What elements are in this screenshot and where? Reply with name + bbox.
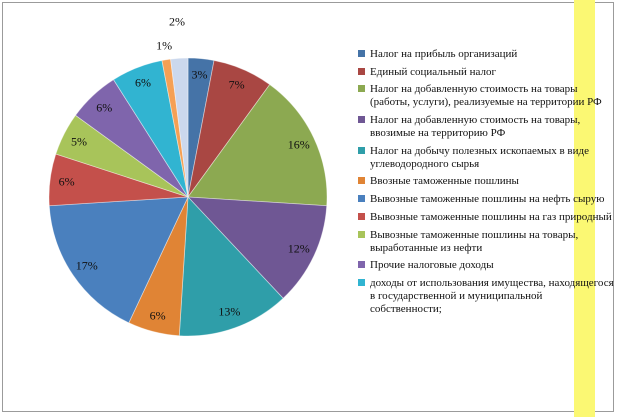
pie-slice <box>187 83 328 207</box>
pie-slice <box>187 196 328 299</box>
pie-slice-label: 13% <box>218 304 241 319</box>
pie-slice-label: 12% <box>287 241 310 256</box>
legend-swatch-icon <box>358 146 365 154</box>
pie-slice <box>178 196 284 337</box>
pie-slice-label: 3% <box>191 67 208 82</box>
pie-slice <box>170 57 189 198</box>
legend-item: Налог на добычу полезных ископаемых в ви… <box>358 145 614 171</box>
pie-slice-label: 5% <box>71 134 87 148</box>
legend-label: доходы от использования имущества, наход… <box>370 276 614 315</box>
legend-label: Вывозные таможенные пошлины на газ приро… <box>370 210 612 223</box>
pie-slice-label: 1% <box>156 38 173 53</box>
legend-item: Налог на прибыль организаций <box>358 48 614 61</box>
legend-label: Налог на добавленную стоимость на товары… <box>370 114 581 140</box>
legend-swatch-icon <box>358 230 365 238</box>
pie-slice-label: 17% <box>75 258 98 273</box>
legend-swatch-icon <box>358 67 365 75</box>
legend-item: Ввозные таможенные пошлины <box>358 175 614 188</box>
pie-slice-label: 7% <box>228 77 245 92</box>
legend-swatch-icon <box>358 278 365 286</box>
legend-label: Единый социальный налог <box>370 65 497 78</box>
legend-swatch-icon <box>358 177 365 185</box>
legend-swatch-icon <box>358 50 365 57</box>
legend-label: Налог на добавленную стоимость на товары… <box>370 83 602 109</box>
pie-slice-label: 6% <box>96 100 113 115</box>
legend-item: доходы от использования имущества, наход… <box>358 277 614 316</box>
legend-swatch-icon <box>358 195 365 203</box>
legend-item: Единый социальный налог <box>358 66 614 79</box>
legend-label: Вывозные таможенные пошлины на нефть сыр… <box>370 193 605 206</box>
legend-item: Налог на добавленную стоимость на товары… <box>358 114 614 140</box>
legend-item: Налог на добавленную стоимость на товары… <box>358 83 614 109</box>
legend-item: Вывозные таможенные пошлины на нефть сыр… <box>358 193 614 206</box>
legend-swatch-icon <box>358 116 365 124</box>
pie-slice-label: 16% <box>287 137 310 152</box>
pie-slice-label: 6% <box>149 308 166 322</box>
pie-slice-label: 6% <box>58 174 75 189</box>
pie-slice-label: 6% <box>135 75 151 90</box>
legend-swatch-icon <box>358 212 365 220</box>
legend-item: Вывозные таможенные пошлины на товары, в… <box>358 229 614 255</box>
legend-swatch-icon <box>358 261 365 269</box>
legend-label: Вывозные таможенные пошлины на товары, в… <box>370 228 579 254</box>
legend-label: Налог на добычу полезных ископаемых в ви… <box>370 144 589 170</box>
chart-frame-border <box>2 2 614 412</box>
yellow-highlight-stripe <box>574 0 595 417</box>
legend-label: Ввозные таможенные пошлины <box>370 175 519 188</box>
pie-slice-label: 2% <box>169 14 185 29</box>
legend-label: Прочие налоговые доходы <box>370 259 494 272</box>
legend-item: Вывозные таможенные пошлины на газ приро… <box>358 211 614 224</box>
legend-label: Налог на прибыль организаций <box>370 48 518 60</box>
chart-legend: Налог на прибыль организаций Единый социа… <box>358 48 614 316</box>
legend-swatch-icon <box>358 85 365 93</box>
pie-slice <box>48 196 189 324</box>
legend-item: Прочие налоговые доходы <box>358 259 614 272</box>
